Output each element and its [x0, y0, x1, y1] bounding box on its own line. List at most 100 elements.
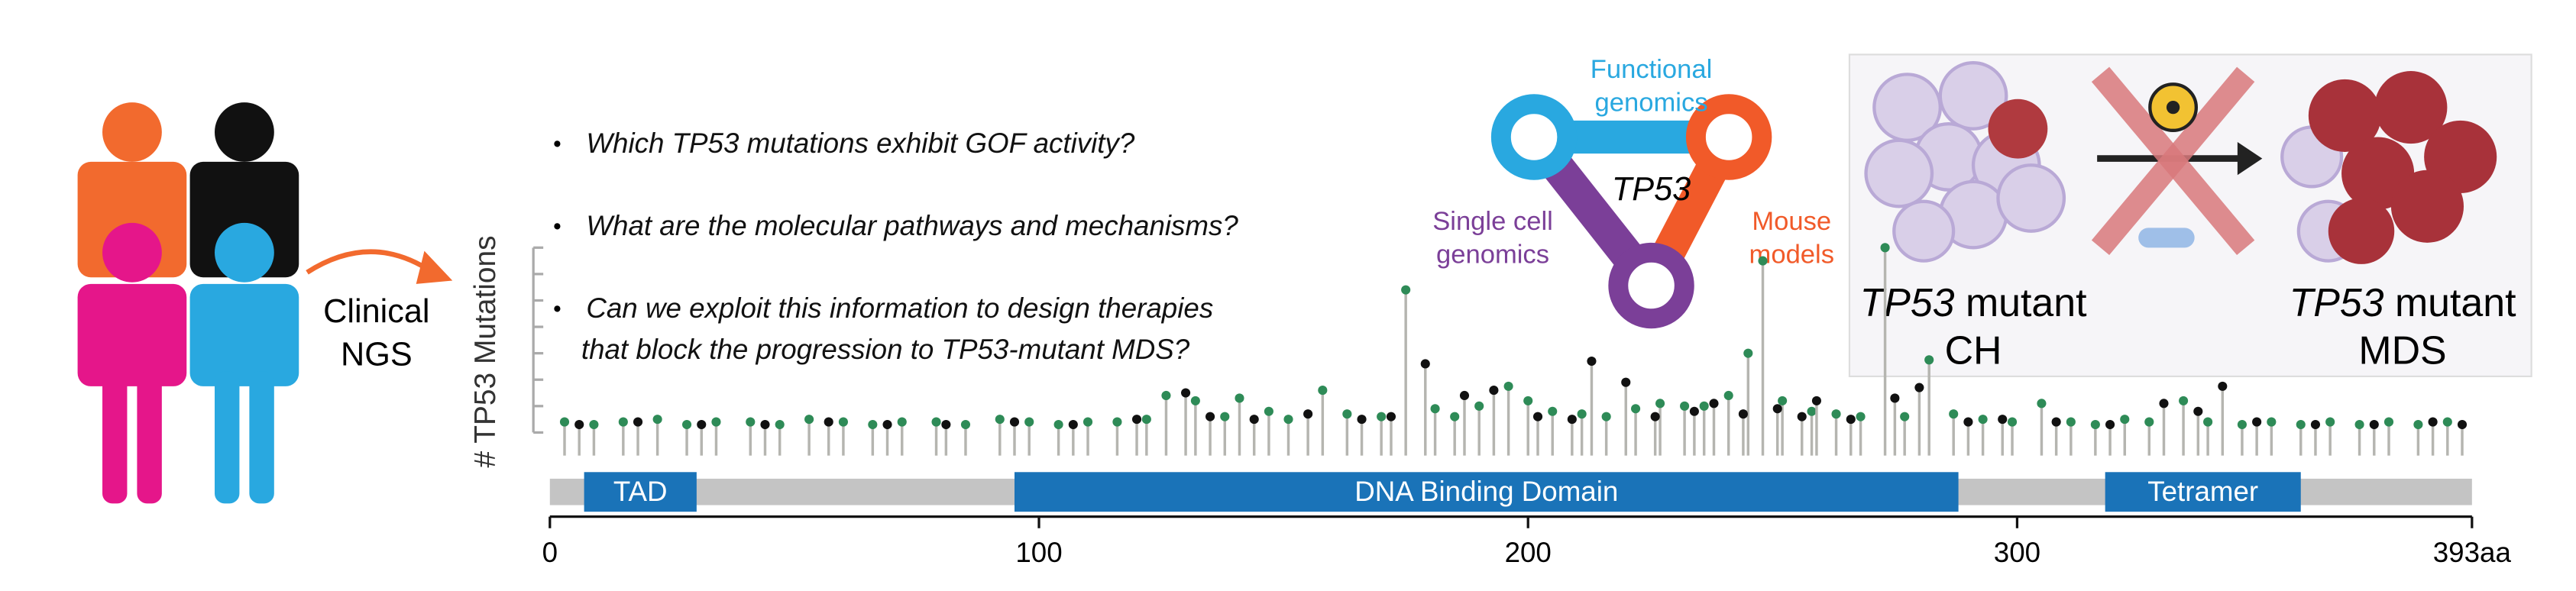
approach-diagram — [1490, 94, 1772, 329]
mutation-dot — [1220, 412, 1230, 421]
mutation-dot — [1807, 406, 1817, 416]
domain — [2105, 472, 2301, 512]
mutation-dot — [1914, 383, 1924, 392]
mutation-dot — [868, 419, 878, 430]
mutation-dot — [1401, 285, 1411, 295]
domain — [1014, 472, 1959, 512]
mutation-dot — [1141, 415, 1151, 425]
mutation-dot — [1846, 415, 1856, 425]
x-tick-label: 200 — [1505, 537, 1552, 568]
stage-label: CH — [1945, 328, 2002, 372]
mutation-dot — [1430, 404, 1440, 414]
mutation-dot — [1377, 412, 1387, 421]
mutation-dot — [2413, 419, 2423, 430]
mutation-dot — [2105, 419, 2115, 430]
mutation-dot — [804, 415, 814, 425]
mutation-dot — [681, 419, 692, 430]
stage-label: TP53 mutant — [2290, 280, 2517, 325]
mutation-dot — [1420, 359, 1430, 369]
mutation-dot — [882, 419, 892, 430]
mutation-dot — [1523, 396, 1533, 405]
mutation-dot — [1650, 412, 1660, 421]
mutation-dot — [2383, 417, 2394, 427]
approach-label: Mouse — [1752, 207, 1831, 236]
word: mutant — [2395, 280, 2516, 325]
question: Can we exploit this information to desig… — [586, 292, 1213, 324]
mutation-dot — [1235, 393, 1244, 403]
mutation-dot — [1068, 419, 1078, 430]
mutation-dot — [2051, 417, 2061, 427]
arrow — [306, 249, 435, 275]
approach-center: TP53 — [1612, 171, 1691, 208]
bullet: • — [553, 214, 561, 239]
mutation-dot — [897, 417, 907, 427]
mutation-dot — [2267, 417, 2277, 427]
bullet: • — [553, 131, 561, 157]
mutation-dot — [2120, 415, 2130, 425]
mutation-dot — [1680, 401, 1690, 411]
mutation-dot — [1009, 417, 1020, 427]
mutation-dot — [960, 419, 971, 430]
mutation-dot — [2354, 419, 2364, 430]
mutation-dot — [1131, 415, 1142, 425]
question: that block the progression to TP53-mutan… — [581, 334, 1190, 365]
mutation-dot — [1924, 355, 1934, 365]
domain — [584, 472, 697, 512]
approach-label: genomics — [1595, 88, 1708, 117]
mutation-dot — [652, 415, 662, 425]
mutation-dot — [1738, 409, 1748, 419]
mutation-dot — [746, 417, 756, 427]
mutation-dot — [2325, 417, 2335, 427]
mutation-dot — [1699, 401, 1709, 411]
mutation-dot — [2310, 419, 2321, 430]
mutation-dot — [574, 419, 584, 430]
mutation-dot — [1283, 415, 1293, 425]
word: mutant — [1966, 280, 2087, 325]
mutation-dot — [2218, 381, 2228, 391]
mutation-dot — [2296, 419, 2306, 430]
mutation-dot — [1459, 390, 1470, 401]
stage-label: TP53 mutant — [1860, 280, 2088, 325]
stage-label: MDS — [2358, 328, 2446, 372]
patient-icons — [77, 102, 299, 504]
lollipop-plot: TAD DNA Binding Domain Tetramer 0 100 200 300 3… — [532, 243, 2512, 568]
mutation-dot — [775, 419, 785, 430]
mutation-dot — [1450, 412, 1460, 421]
mutation-dot — [1386, 412, 1396, 421]
mutation-dot — [1053, 419, 1063, 430]
mutation-dot — [1890, 393, 1900, 403]
mutation-dot — [1797, 412, 1807, 421]
mutation-dot — [1587, 356, 1597, 367]
mutation-dot — [1342, 409, 1352, 419]
mutation-dot — [1655, 399, 1665, 409]
mutation-dot — [618, 417, 628, 427]
mutation-dot — [1532, 412, 1543, 421]
mutation-dot — [1743, 348, 1753, 358]
mutation-dot — [2144, 417, 2154, 427]
x-tick-label: 393aa — [2433, 537, 2512, 568]
mutation-dot — [711, 417, 721, 427]
mutation-dot — [697, 419, 707, 430]
mutation-dot — [1900, 412, 1910, 421]
mutation-dot — [1758, 256, 1768, 266]
mutation-dot — [1998, 415, 2008, 425]
mutation-dot — [1181, 388, 1191, 398]
progression-panel — [1848, 53, 2532, 377]
mutation-dot — [1548, 406, 1558, 416]
mutation-dot — [1689, 406, 1699, 416]
mutation-dot — [995, 415, 1005, 425]
mutation-dot — [1264, 406, 1273, 416]
gene: TP53 — [1860, 280, 1955, 325]
mutation-dot — [1205, 412, 1215, 421]
mutation-dot — [1190, 396, 1200, 405]
mutation-dot — [1831, 409, 1841, 419]
mutation-dot — [2203, 417, 2213, 427]
mutation-dot — [1778, 396, 1788, 405]
gene: TP53 — [2290, 280, 2384, 325]
mutation-dot — [1303, 409, 1313, 419]
mutation-dot — [1709, 399, 1719, 409]
mutation-dot — [1978, 415, 1988, 425]
cohort-label: NGS — [341, 336, 413, 373]
mutation-dot — [1577, 409, 1587, 419]
